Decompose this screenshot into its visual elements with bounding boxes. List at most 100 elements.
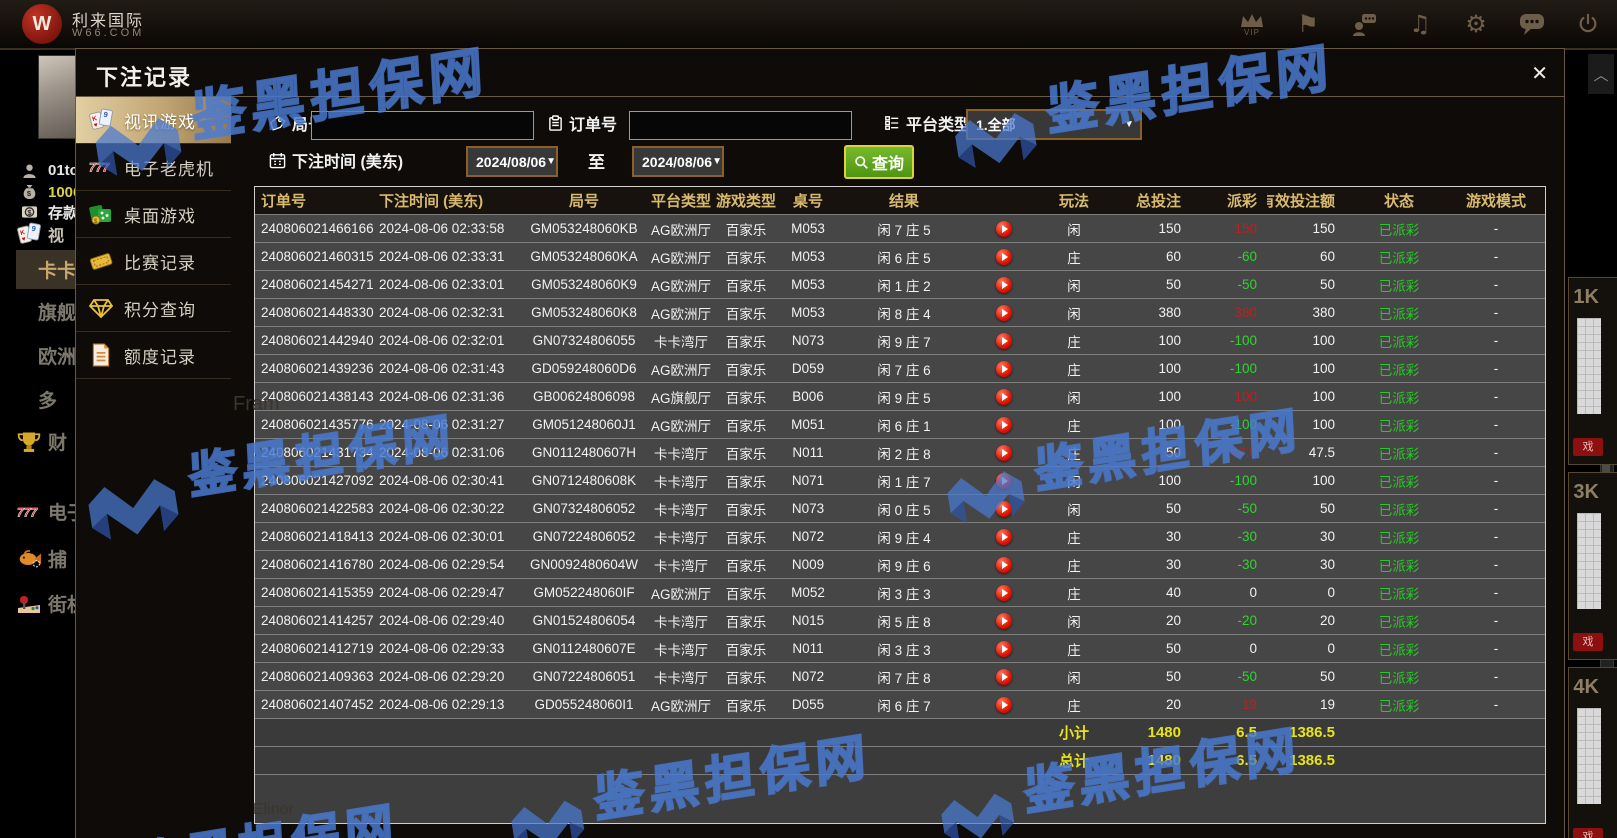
sidebar-item-label: 电子老虎机 <box>124 159 214 179</box>
platform-type-select[interactable]: 1.全部 ▼ <box>966 109 1142 140</box>
replay-play-icon[interactable] <box>996 584 1012 601</box>
cell-mode: - <box>1493 697 1499 712</box>
cell-replay <box>969 271 1039 298</box>
replay-play-icon[interactable] <box>996 444 1012 461</box>
cell-valid: 47.5 <box>1308 445 1335 460</box>
sidebar-item-label: 视讯游戏 <box>124 112 196 132</box>
cell-order: 240806021442940 <box>261 333 374 348</box>
replay-play-icon[interactable] <box>996 640 1012 657</box>
cell-result: 闲 9 庄 5 <box>877 390 931 406</box>
cards-icon: K ♥ 9 <box>88 108 114 132</box>
sidebar-item-3[interactable]: $ 桌面游戏 <box>76 191 231 238</box>
search-button[interactable]: 查询 <box>844 145 914 179</box>
lobby-table-tile[interactable]: 3K 戏 <box>1568 472 1617 660</box>
cell-round: GN07324806055 <box>532 333 636 348</box>
replay-play-icon[interactable] <box>996 528 1012 545</box>
cell-game: 百家乐 <box>725 306 767 322</box>
cell-game: 百家乐 <box>725 334 767 350</box>
customer-service-icon[interactable] <box>1349 7 1379 41</box>
round-no-input[interactable] <box>311 111 534 140</box>
brand-logo[interactable]: W <box>22 4 62 44</box>
replay-play-icon[interactable] <box>996 500 1012 517</box>
enter-game-button[interactable]: 戏 <box>1573 438 1603 456</box>
cell-result: 闲 6 庄 1 <box>877 418 931 434</box>
svg-text:777: 777 <box>89 160 110 174</box>
music-icon[interactable]: ♫ <box>1409 10 1431 38</box>
modal-title: 下注记录 <box>96 65 193 90</box>
replay-play-icon[interactable] <box>996 612 1012 629</box>
scroll-top-button[interactable]: ︿ <box>1588 54 1614 94</box>
chat-icon[interactable] <box>1517 7 1547 41</box>
replay-play-icon[interactable] <box>996 388 1012 405</box>
power-icon[interactable] <box>1573 7 1603 41</box>
cell-platform: AG欧洲厅 <box>650 586 711 602</box>
cell-time: 2024-08-06 02:29:40 <box>379 613 505 628</box>
replay-play-icon[interactable] <box>996 416 1012 433</box>
cell-game: 百家乐 <box>725 362 767 378</box>
cell-round: GM052248060IF <box>533 585 635 600</box>
summary-valid: 1386.5 <box>1289 752 1335 769</box>
cell-bet: 100 <box>1158 473 1181 488</box>
diamond-icon <box>88 296 114 320</box>
date-to-select[interactable]: 2024/08/06 ▼ <box>632 146 724 177</box>
list-icon <box>885 116 899 130</box>
cell-platform: 卡卡湾厅 <box>654 334 708 350</box>
cell-game: 百家乐 <box>725 222 767 238</box>
flag-icon[interactable]: ⚑ <box>1297 10 1319 38</box>
cell-time: 2024-08-06 02:31:36 <box>379 389 505 404</box>
brand-name: 利来国际 <box>72 13 145 30</box>
cell-mode: - <box>1493 529 1499 544</box>
close-icon[interactable]: ✕ <box>1531 63 1548 85</box>
cell-game: 百家乐 <box>725 446 767 462</box>
lobby-table-tile[interactable]: 4K 戏 <box>1568 667 1617 838</box>
replay-play-icon[interactable] <box>996 556 1012 573</box>
sidebar-item-2[interactable]: 777 电子老虎机 <box>76 144 231 191</box>
cell-mode: - <box>1493 333 1499 348</box>
cell-result: 闲 6 庄 5 <box>877 250 931 266</box>
sidebar-item-6[interactable]: 额度记录 <box>76 332 231 379</box>
enter-game-button[interactable]: 戏 <box>1573 633 1603 651</box>
replay-play-icon[interactable] <box>996 472 1012 489</box>
date-from-select[interactable]: 2024/08/06 ▼ <box>466 146 558 177</box>
cell-time: 2024-08-06 02:33:31 <box>379 249 505 264</box>
cell-table_no: N072 <box>791 669 825 684</box>
platform-type-label: 平台类型 <box>884 111 970 135</box>
cell-table_no: N071 <box>791 473 825 488</box>
replay-play-icon[interactable] <box>996 248 1012 265</box>
cell-bet_type: 庄 <box>1067 586 1081 602</box>
cell-bet: 20 <box>1165 697 1181 712</box>
chevron-down-icon: ▼ <box>546 156 556 167</box>
svg-text:K: K <box>92 115 99 123</box>
lobby-table-tile[interactable]: 1K 戏 <box>1568 277 1617 465</box>
sidebar-item-1[interactable]: K ♥ 9 视讯游戏 <box>76 97 231 144</box>
replay-play-icon[interactable] <box>996 304 1012 321</box>
sidebar-item-5[interactable]: 积分查询 <box>76 285 231 332</box>
replay-play-icon[interactable] <box>996 696 1012 713</box>
order-no-input[interactable] <box>629 111 852 140</box>
replay-play-icon[interactable] <box>996 360 1012 377</box>
cell-order: 240806021427092 <box>261 473 374 488</box>
cell-valid: 30 <box>1319 529 1335 544</box>
roadmap-grid <box>1577 708 1601 804</box>
cell-status: 已派彩 <box>1378 530 1420 546</box>
table-row: 240806021466166 2024-08-06 02:33:58 GM0532… <box>255 214 1545 242</box>
cell-valid: 30 <box>1319 557 1335 572</box>
cell-replay <box>969 383 1039 410</box>
cell-table_no: N009 <box>791 557 825 572</box>
cell-table_no: D055 <box>791 697 825 712</box>
replay-play-icon[interactable] <box>996 668 1012 685</box>
settings-icon[interactable]: ⚙ <box>1465 10 1487 38</box>
cell-bet_type: 庄 <box>1067 642 1081 658</box>
replay-play-icon[interactable] <box>996 332 1012 349</box>
cell-platform: 卡卡湾厅 <box>654 558 708 574</box>
cell-mode: - <box>1493 277 1499 292</box>
cell-game: 百家乐 <box>725 530 767 546</box>
cell-valid: 20 <box>1319 613 1335 628</box>
table-row: 240806021407452 2024-08-06 02:29:13 GD0552… <box>255 690 1545 718</box>
cell-status: 已派彩 <box>1378 390 1420 406</box>
vip-icon[interactable]: VIP <box>1237 7 1267 41</box>
replay-play-icon[interactable] <box>996 276 1012 293</box>
enter-game-button[interactable]: 戏 <box>1573 828 1603 838</box>
replay-play-icon[interactable] <box>996 220 1012 237</box>
sidebar-item-4[interactable]: 比赛记录 <box>76 238 231 285</box>
